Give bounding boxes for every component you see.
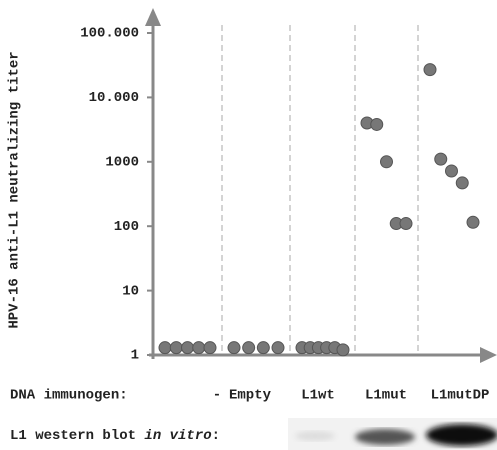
y-tick-label: 1000	[105, 155, 139, 171]
data-point	[182, 342, 194, 354]
data-point	[446, 165, 458, 177]
blot-band	[426, 424, 497, 446]
data-point	[204, 342, 216, 354]
y-tick-label: 10.000	[89, 90, 139, 106]
y-tick-label: 100.000	[80, 26, 139, 42]
blot-label-italic: in vitro	[144, 428, 211, 444]
blot-label-part: L1 western blot	[10, 428, 144, 444]
blot-band	[295, 431, 335, 441]
data-point	[193, 342, 205, 354]
x-axis-label: DNA immunogen:	[10, 388, 128, 404]
x-tick-label: -	[213, 388, 221, 404]
data-point	[243, 342, 255, 354]
data-point	[467, 216, 479, 228]
y-axis-arrow	[145, 8, 161, 26]
blot-band	[355, 429, 415, 445]
data-point	[456, 177, 468, 189]
x-tick-label: L1mut	[365, 388, 407, 404]
y-axis-label: HPV-16 anti-L1 neutralizing titer	[7, 51, 23, 328]
y-tick-label: 1	[131, 348, 139, 364]
y-tick-label: 10	[122, 283, 139, 299]
x-tick-label: Empty	[229, 388, 272, 404]
data-point	[400, 218, 412, 230]
data-point	[170, 342, 182, 354]
data-point	[435, 153, 447, 165]
x-tick-label: L1mutDP	[431, 388, 490, 404]
data-point	[381, 156, 393, 168]
x-axis-arrow	[480, 347, 497, 363]
x-tick-label: L1wt	[301, 388, 335, 404]
western-blot	[288, 418, 497, 450]
data-point	[272, 342, 284, 354]
data-point	[337, 344, 349, 356]
blot-label: L1 western blot in vitro:	[10, 428, 220, 444]
chart: HPV-16 anti-L1 neutralizing titer DNA im…	[0, 0, 497, 450]
data-point	[228, 342, 240, 354]
data-point	[257, 342, 269, 354]
data-point	[424, 64, 436, 76]
data-point	[159, 342, 171, 354]
blot-label-part: :	[212, 428, 220, 444]
y-tick-label: 100	[114, 219, 139, 235]
data-point	[371, 118, 383, 130]
